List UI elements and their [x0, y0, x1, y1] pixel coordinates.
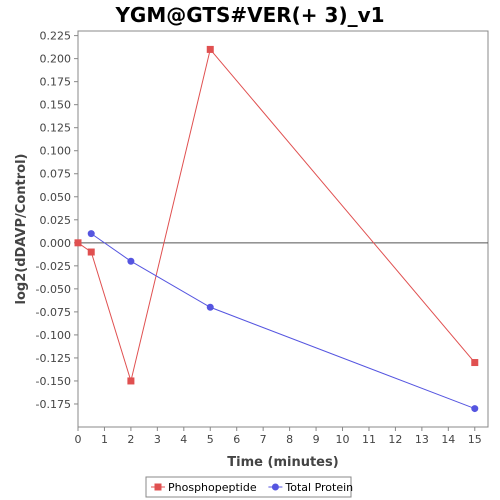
y-tick-label: 0.050 — [40, 191, 72, 204]
x-tick-label: 5 — [207, 433, 214, 446]
y-tick-label: -0.025 — [36, 260, 71, 273]
data-point-total-protein — [206, 303, 214, 311]
y-tick-label: 0.000 — [40, 237, 72, 250]
data-point-phosphopeptide — [127, 377, 135, 385]
y-tick-label: 0.200 — [40, 53, 72, 66]
y-tick-label: 0.100 — [40, 145, 72, 158]
x-tick-label: 1 — [101, 433, 108, 446]
x-tick-label: 8 — [286, 433, 293, 446]
y-tick-label: -0.075 — [36, 306, 71, 319]
x-tick-label: 15 — [468, 433, 482, 446]
x-tick-label: 3 — [154, 433, 161, 446]
y-axis: -0.175 -0.150 -0.125 -0.100 -0.075 -0.050 -0.0… — [36, 30, 78, 411]
y-tick-label: -0.050 — [36, 283, 71, 296]
legend-label-total-protein: Total Protein — [284, 481, 353, 494]
x-tick-label: 12 — [388, 433, 402, 446]
legend-label-phosphopeptide: Phosphopeptide — [168, 481, 257, 494]
x-tick-label: 2 — [127, 433, 134, 446]
legend: Phosphopeptide Total Protein — [145, 476, 353, 498]
x-axis-label: Time (minutes) — [227, 455, 338, 470]
y-tick-label: 0.125 — [40, 122, 72, 135]
y-tick-label: 0.150 — [40, 99, 72, 112]
legend-box — [145, 476, 352, 498]
x-tick-label: 4 — [180, 433, 187, 446]
x-tick-label: 7 — [260, 433, 267, 446]
x-tick-label: 14 — [441, 433, 455, 446]
y-tick-label: 0.025 — [40, 214, 72, 227]
legend-marker-total-protein — [271, 483, 279, 491]
data-point-phosphopeptide — [206, 45, 214, 53]
y-tick-label: -0.125 — [36, 352, 71, 365]
y-tick-label: -0.100 — [36, 329, 71, 342]
chart-title: YGM@GTS#VER(+ 3)_v1 — [114, 3, 384, 27]
x-tick-label: 0 — [75, 433, 82, 446]
data-point-total-protein — [471, 405, 479, 413]
y-tick-label: 0.225 — [40, 30, 72, 43]
y-tick-label: -0.150 — [36, 375, 71, 388]
y-tick-label: -0.175 — [36, 398, 71, 411]
plot-area — [77, 30, 489, 428]
x-tick-label: 10 — [336, 433, 350, 446]
x-tick-label: 9 — [313, 433, 320, 446]
x-axis: 0 1 2 3 4 5 6 7 8 9 10 11 12 13 14 15 — [75, 427, 482, 446]
series-layer — [74, 45, 479, 413]
data-point-phosphopeptide — [87, 248, 95, 256]
legend-marker-phosphopeptide — [154, 483, 162, 491]
x-tick-label: 11 — [362, 433, 376, 446]
y-tick-label: 0.075 — [40, 168, 72, 181]
x-tick-label: 13 — [415, 433, 429, 446]
data-point-total-protein — [87, 230, 95, 238]
series-line-total-protein — [90, 233, 475, 410]
x-tick-label: 6 — [233, 433, 240, 446]
y-axis-label: log2(dDAVP/Control) — [14, 154, 29, 305]
y-tick-label: 0.175 — [40, 76, 72, 89]
data-point-phosphopeptide — [74, 239, 82, 247]
data-point-total-protein — [127, 257, 135, 265]
data-point-phosphopeptide — [471, 359, 479, 367]
